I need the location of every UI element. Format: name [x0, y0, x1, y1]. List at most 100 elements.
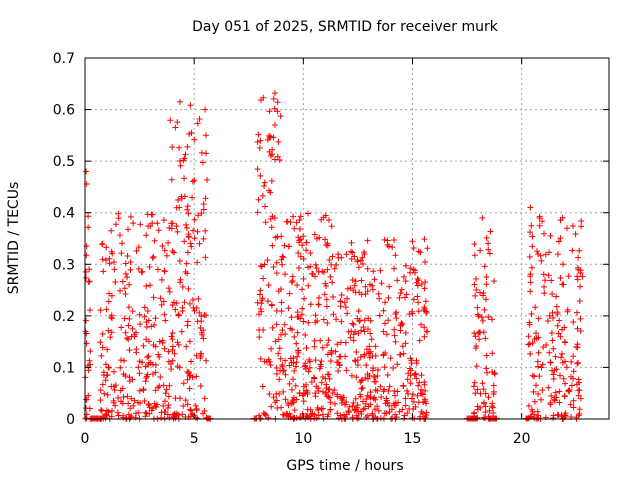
data-point — [124, 253, 131, 260]
data-point — [193, 373, 200, 380]
data-point — [325, 386, 332, 393]
data-point — [308, 379, 315, 386]
data-point — [261, 411, 268, 418]
data-point — [82, 274, 89, 281]
data-point — [196, 309, 203, 316]
data-point — [394, 277, 401, 284]
data-point — [374, 403, 381, 410]
x-tick-label: 10 — [294, 431, 312, 447]
data-point — [355, 264, 362, 271]
data-point — [490, 410, 497, 417]
data-point — [549, 309, 556, 316]
data-point — [128, 395, 135, 402]
data-point — [355, 307, 362, 314]
data-point — [119, 385, 126, 392]
data-point — [202, 254, 209, 261]
data-point — [98, 406, 105, 413]
data-point — [270, 394, 277, 401]
data-point — [174, 228, 181, 235]
data-point — [146, 282, 153, 289]
data-point — [86, 357, 93, 364]
data-point — [177, 395, 184, 402]
data-point — [166, 382, 173, 389]
data-point — [295, 347, 302, 354]
data-point — [335, 368, 342, 375]
data-point — [276, 376, 283, 383]
data-point — [187, 102, 194, 109]
data-point — [559, 326, 566, 333]
data-point — [124, 226, 131, 233]
data-point — [182, 397, 189, 404]
data-point — [351, 253, 358, 260]
data-point — [353, 374, 360, 381]
data-point — [263, 358, 270, 365]
data-point — [393, 309, 400, 316]
data-point — [268, 345, 275, 352]
data-point — [529, 340, 536, 347]
data-point — [163, 386, 170, 393]
data-point — [257, 355, 264, 362]
data-point — [151, 322, 158, 329]
data-point — [574, 309, 581, 316]
data-point — [317, 337, 324, 344]
data-point — [570, 404, 577, 411]
data-point — [412, 370, 419, 377]
data-point — [185, 210, 192, 217]
data-point — [361, 353, 368, 360]
data-point — [545, 384, 552, 391]
data-point — [529, 233, 536, 240]
data-point — [380, 328, 387, 335]
data-point — [161, 345, 168, 352]
data-point — [551, 397, 558, 404]
data-point — [377, 383, 384, 390]
data-point — [527, 279, 534, 286]
data-point — [143, 323, 150, 330]
data-point — [526, 253, 533, 260]
data-point — [130, 402, 137, 409]
data-point — [268, 403, 275, 410]
data-point — [338, 292, 345, 299]
data-point — [549, 337, 556, 344]
y-axis-label: SRMTID / TECUs — [6, 182, 22, 295]
data-point — [278, 308, 285, 315]
data-point — [300, 256, 307, 263]
data-point — [305, 368, 312, 375]
data-point — [304, 406, 311, 413]
data-point — [323, 283, 330, 290]
data-point — [288, 314, 295, 321]
data-point — [330, 311, 337, 318]
data-point — [375, 290, 382, 297]
data-point — [283, 412, 290, 419]
data-point — [143, 283, 150, 290]
data-point — [397, 290, 404, 297]
data-point — [557, 372, 564, 379]
data-point — [129, 308, 136, 315]
data-point — [168, 176, 175, 183]
data-point — [156, 338, 163, 345]
data-point — [275, 350, 282, 357]
data-point — [358, 291, 365, 298]
data-point — [307, 301, 314, 308]
data-point — [265, 414, 272, 421]
data-point — [128, 413, 135, 420]
data-point — [193, 352, 200, 359]
data-point — [316, 294, 323, 301]
data-point — [423, 409, 430, 416]
data-point — [149, 254, 156, 261]
data-point — [160, 402, 167, 409]
data-point — [303, 247, 310, 254]
data-point — [377, 267, 384, 274]
data-point — [150, 342, 157, 349]
data-point — [423, 309, 430, 316]
data-point — [133, 248, 140, 255]
data-point — [406, 311, 413, 318]
data-point — [273, 390, 280, 397]
data-point — [384, 237, 391, 244]
data-point — [482, 409, 489, 416]
data-point — [414, 275, 421, 282]
data-point — [257, 287, 264, 294]
data-point — [475, 330, 482, 337]
data-point — [322, 212, 329, 219]
data-point — [313, 383, 320, 390]
data-point — [527, 271, 534, 278]
